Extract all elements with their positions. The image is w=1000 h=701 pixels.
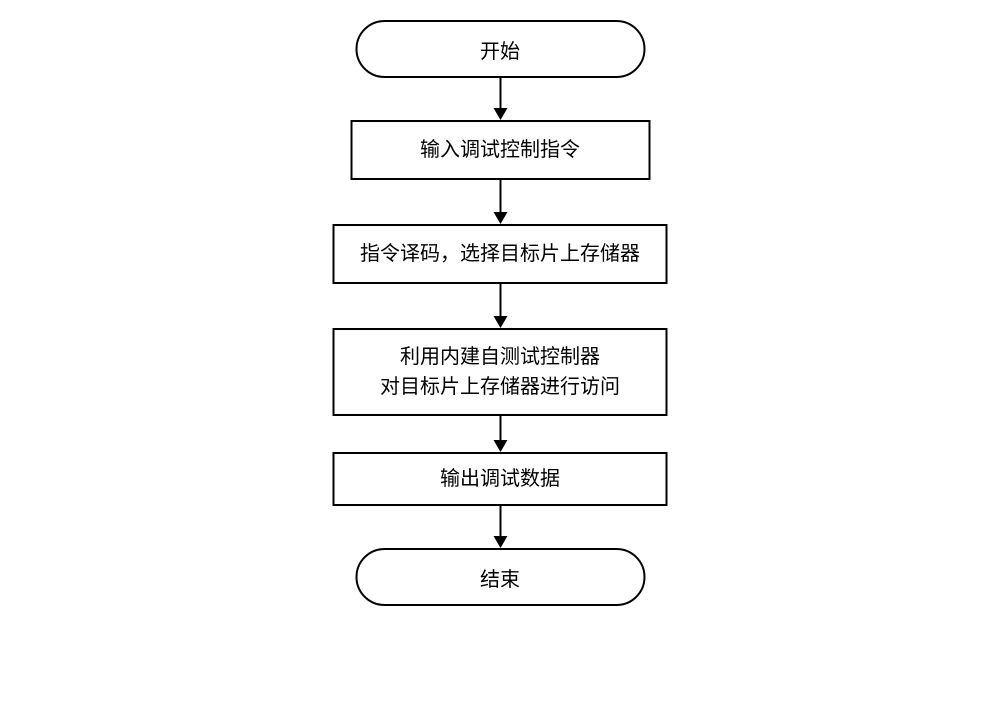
step3-node: 利用内建自测试控制器对目标片上存储器进行访问 — [333, 328, 668, 416]
step2-node: 指令译码，选择目标片上存储器 — [333, 224, 668, 284]
start-label: 开始 — [480, 35, 520, 64]
step1-label: 输入调试控制指令 — [420, 135, 580, 165]
step2-label: 指令译码，选择目标片上存储器 — [360, 239, 640, 269]
end-label: 结束 — [480, 563, 520, 592]
start-node: 开始 — [355, 20, 645, 78]
step4-node: 输出调试数据 — [333, 452, 668, 506]
arrow-line — [499, 180, 501, 212]
arrow-head-icon — [493, 536, 507, 548]
flowchart-container: 开始 输入调试控制指令 指令译码，选择目标片上存储器 利用内建自测试控制器对目标… — [333, 20, 668, 606]
arrow-line — [499, 416, 501, 440]
arrow-0 — [493, 78, 507, 120]
arrow-3 — [493, 416, 507, 452]
arrow-1 — [493, 180, 507, 224]
arrow-head-icon — [493, 316, 507, 328]
arrow-line — [499, 284, 501, 316]
arrow-line — [499, 506, 501, 536]
arrow-2 — [493, 284, 507, 328]
end-node: 结束 — [355, 548, 645, 606]
arrow-4 — [493, 506, 507, 548]
arrow-head-icon — [493, 212, 507, 224]
step1-node: 输入调试控制指令 — [350, 120, 650, 180]
step3-label: 利用内建自测试控制器对目标片上存储器进行访问 — [380, 342, 620, 402]
step4-label: 输出调试数据 — [440, 464, 560, 494]
arrow-head-icon — [493, 108, 507, 120]
arrow-head-icon — [493, 440, 507, 452]
arrow-line — [499, 78, 501, 108]
